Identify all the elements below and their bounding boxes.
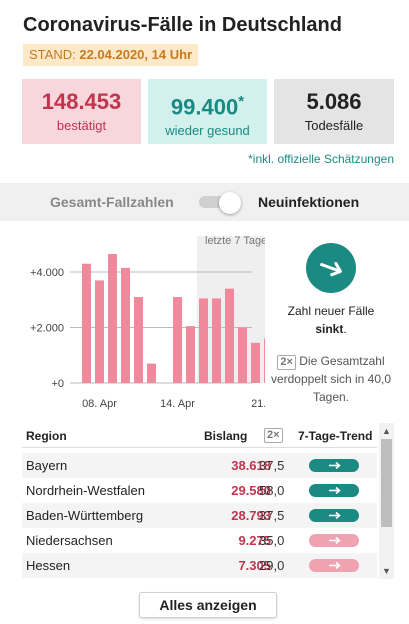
y-tick-label: +4.000 (30, 267, 64, 279)
bar (121, 267, 130, 383)
deaths-value: 5.086 (306, 89, 362, 114)
table-row[interactable]: Nordrhein-Westfalen 29.580 58,0 (22, 478, 377, 503)
note-asterisk: * (248, 152, 253, 166)
doubling-description: 2× Die Gesamtzahl verdoppelt sich in 40,… (270, 352, 392, 406)
row-region: Hessen (26, 558, 71, 573)
y-tick-label: +2.000 (30, 323, 64, 335)
row-bislang: 28.793 (231, 508, 271, 523)
table-row[interactable]: Niedersachsen 9.275 35,0 (22, 528, 377, 553)
arrow-right-icon (329, 461, 341, 470)
bar (225, 288, 234, 383)
row-bislang: 9.275 (238, 533, 271, 548)
trend-pill (309, 559, 359, 572)
trend-text-line1: Zahl neuer Fälle (287, 304, 375, 318)
scroll-up-icon[interactable]: ▲ (382, 426, 391, 436)
page-title: Coronavirus-Fälle in Deutschland (23, 14, 342, 36)
tab-gesamt-fallzahlen[interactable]: Gesamt-Fallzahlen (50, 194, 174, 210)
trend-indicator (306, 243, 356, 293)
recovered-asterisk: * (238, 93, 245, 110)
arrow-right-icon (329, 536, 341, 545)
stand-badge: STAND: 22.04.2020, 14 Uhr (23, 44, 199, 66)
row-doubling: 35,0 (259, 533, 285, 548)
stand-label: STAND: (29, 47, 76, 62)
header-trend[interactable]: 7-Tage-Trend (298, 429, 373, 443)
deaths-label: Todesfälle (304, 118, 364, 133)
deaths-card: 5.086 Todesfälle (274, 79, 394, 144)
row-region: Niedersachsen (26, 533, 113, 548)
highlight-label: letzte 7 Tage (205, 236, 265, 247)
estimate-note: *inkl. offizielle Schätzungen (248, 152, 394, 166)
header-region[interactable]: Region (26, 429, 67, 443)
stand-value: 22.04.2020, 14 Uhr (79, 47, 193, 62)
x-tick-label: 21. Apr (251, 398, 265, 410)
table-row[interactable]: Hessen 7.305 29,0 (22, 553, 377, 578)
row-bislang: 29.580 (231, 483, 271, 498)
row-doubling: 29,0 (259, 558, 285, 573)
show-all-button[interactable]: Alles anzeigen (139, 592, 277, 618)
new-infections-chart: letzte 7 Tage +0 +2.000 +4.000 08. Apr 14. Ap… (30, 236, 265, 410)
arrow-right-icon (329, 511, 341, 520)
table-row[interactable]: Baden-Württemberg 28.793 37,5 (22, 503, 377, 528)
bar (95, 280, 104, 383)
bar (251, 342, 260, 383)
trend-pill (309, 459, 359, 472)
table-body: Bayern 38.618 37,5 Nordrhein-Westfalen 29.58… (22, 453, 377, 579)
trend-pill (309, 534, 359, 547)
doubling-text: Die Gesamtzahl verdoppelt sich in 40,0 T… (270, 354, 392, 404)
bar (134, 297, 143, 383)
confirmed-card: 148.453 bestätigt (22, 79, 141, 144)
trend-text-bold: sinkt (315, 322, 344, 336)
doubling-badge: 2× (277, 355, 296, 370)
trend-description: Zahl neuer Fälle sinkt. (270, 302, 392, 338)
tab-neuinfektionen[interactable]: Neuinfektionen (258, 194, 360, 210)
bar (108, 254, 117, 383)
bar (212, 298, 221, 383)
trend-text-end: . (343, 322, 347, 336)
note-text: inkl. offizielle Schätzungen (252, 152, 394, 166)
row-region: Bayern (26, 458, 68, 473)
row-doubling: 37,5 (259, 458, 285, 473)
bar (238, 327, 247, 383)
table-row[interactable]: Bayern 38.618 37,5 (22, 453, 377, 478)
view-toggle-bar: Gesamt-Fallzahlen Neuinfektionen (0, 183, 409, 221)
arrow-right-icon (329, 486, 341, 495)
bar (199, 298, 208, 383)
row-region: Baden-Württemberg (26, 508, 144, 523)
recovered-value: 99.400 (170, 94, 239, 120)
table-header: Region Bislang 2× 7-Tage-Trend (22, 423, 377, 448)
view-toggle-switch[interactable] (199, 192, 241, 214)
arrow-right-icon (320, 261, 342, 277)
bar (147, 363, 156, 383)
trend-pill (309, 484, 359, 497)
header-bislang[interactable]: Bislang (204, 429, 248, 443)
x-tick-label: 08. Apr (82, 398, 117, 410)
row-bislang: 7.305 (238, 558, 271, 573)
header-doubling[interactable]: 2× (264, 428, 283, 443)
recovered-label: wieder gesund (165, 123, 250, 139)
row-region: Nordrhein-Westfalen (26, 483, 145, 498)
bar (173, 297, 182, 383)
confirmed-label: bestätigt (56, 118, 107, 133)
scroll-thumb[interactable] (381, 439, 392, 527)
row-doubling: 37,5 (259, 508, 285, 523)
table-scrollbar[interactable]: ▲ ▼ (379, 423, 394, 579)
scroll-down-icon[interactable]: ▼ (382, 566, 391, 576)
y-tick-label: +0 (51, 378, 64, 390)
bar (264, 338, 265, 383)
bar (186, 326, 195, 383)
toggle-knob[interactable] (219, 192, 241, 214)
x-tick-label: 14. Apr (160, 398, 195, 410)
bar (82, 263, 91, 383)
row-bislang: 38.618 (231, 458, 271, 473)
trend-pill (309, 509, 359, 522)
confirmed-value: 148.453 (41, 89, 122, 114)
arrow-right-icon (329, 561, 341, 570)
row-doubling: 58,0 (259, 483, 285, 498)
recovered-card: 99.400* wieder gesund (148, 79, 267, 144)
